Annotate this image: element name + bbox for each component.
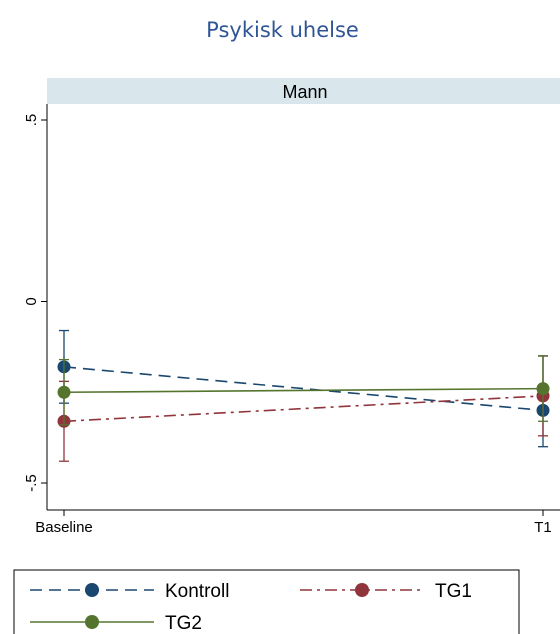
y-tick-label: 0: [23, 297, 40, 305]
legend-label: TG1: [435, 581, 472, 602]
series-line: [63, 395, 544, 423]
legend-marker: [85, 615, 99, 629]
page-title: Psykisk uhelse: [206, 18, 359, 42]
series-layer: [57, 329, 550, 462]
series-line: [63, 366, 544, 412]
legend-marker: [355, 583, 369, 597]
x-ticks: BaselineT1T2: [35, 510, 552, 536]
y-ticks: .5 0 -.5: [23, 114, 47, 492]
series-line: [63, 387, 544, 394]
legend-item: TG2: [30, 613, 202, 634]
panel-header: [47, 78, 560, 104]
panel-title: Mann: [282, 82, 327, 102]
legend-item: TG1: [300, 581, 472, 602]
plot-area: [46, 104, 560, 511]
legend-marker: [85, 583, 99, 597]
x-tick-label: T1: [534, 519, 552, 536]
legend-item: Kontroll: [30, 581, 229, 602]
data-point: [57, 385, 71, 399]
data-point: [536, 382, 550, 396]
series-tg1: [57, 355, 550, 462]
y-tick-label: -.5: [23, 474, 40, 492]
x-tick-label: Baseline: [35, 519, 93, 536]
legend: Kontroll TG1 TG2: [30, 581, 472, 634]
series-tg2: [57, 355, 550, 426]
y-tick-label: .5: [23, 114, 40, 127]
legend-label: Kontroll: [165, 581, 229, 602]
legend-label: TG2: [165, 613, 202, 634]
